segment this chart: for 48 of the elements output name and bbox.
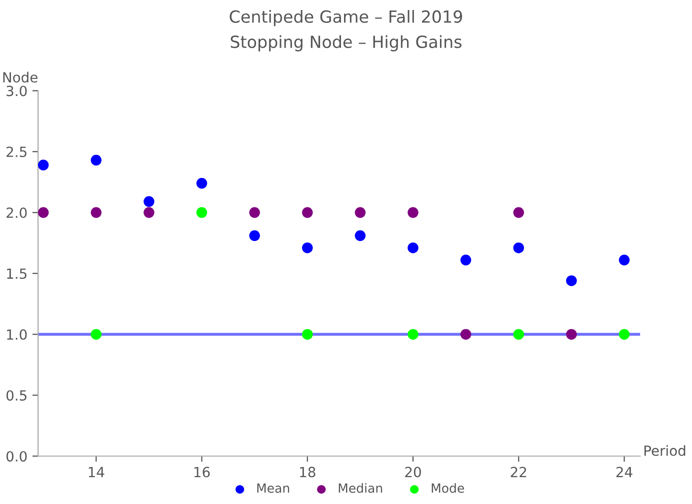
y-tick-label: 3.0 (6, 86, 27, 96)
y-tick-label: 1.5 (7, 268, 26, 279)
point (144, 196, 154, 207)
y-tick-label: 0.0 (6, 451, 27, 462)
point (90, 328, 102, 340)
point (618, 328, 630, 340)
legend-label: Median (338, 483, 382, 493)
point (513, 207, 524, 218)
point (90, 207, 102, 218)
y-tick-label: 1.0 (7, 329, 27, 340)
point (513, 328, 524, 340)
point (460, 328, 472, 340)
x-axis-title: Period (644, 445, 686, 456)
point (513, 242, 524, 254)
point (354, 207, 366, 218)
point (196, 207, 208, 218)
point (196, 178, 208, 189)
point (408, 207, 418, 218)
point (354, 230, 366, 242)
x-tick-label: 16 (194, 466, 210, 478)
x-tick-label: 20 (405, 466, 421, 478)
point (38, 207, 49, 218)
y-tick-label: 0.5 (6, 390, 26, 401)
point (302, 328, 313, 340)
point (618, 254, 630, 266)
x-tick-label: 22 (510, 466, 526, 478)
point (408, 242, 418, 254)
x-tick-label: 18 (300, 466, 316, 478)
point (408, 328, 418, 340)
point (144, 207, 154, 218)
legend-label: Mode (432, 483, 464, 493)
legend-label: Mean (257, 484, 290, 493)
point (249, 230, 260, 242)
x-tick-label: 14 (88, 466, 104, 478)
point (90, 154, 102, 166)
chart-subtitle: Stopping Node – High Gains (230, 35, 462, 52)
point (302, 207, 313, 218)
x-tick-label: 24 (616, 466, 632, 478)
point (38, 160, 49, 170)
y-tick-label: 2.0 (6, 207, 27, 218)
point (460, 254, 472, 266)
chart-title: Centipede Game – Fall 2019 (230, 10, 462, 26)
point (302, 242, 313, 254)
point (566, 275, 577, 286)
y-tick-label: 2.5 (6, 146, 26, 158)
y-axis-title: Node (3, 72, 38, 83)
point (566, 328, 577, 340)
point (249, 207, 260, 218)
